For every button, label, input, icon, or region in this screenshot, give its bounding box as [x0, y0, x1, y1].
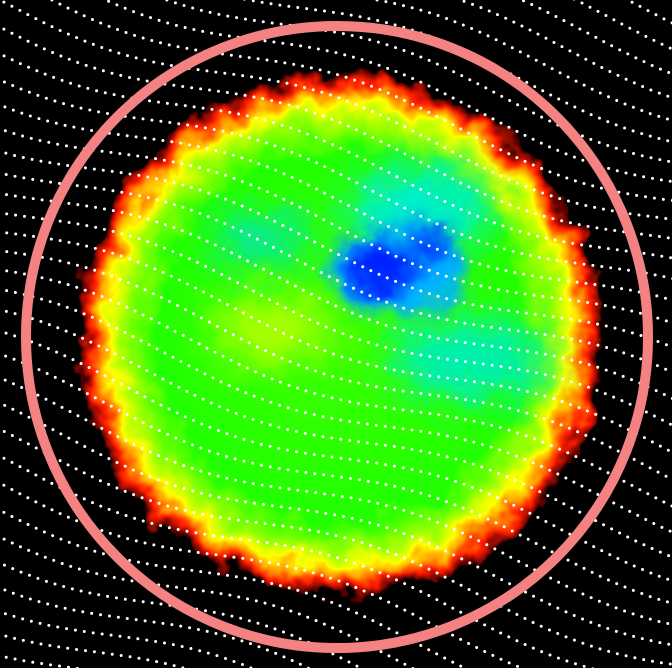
dot-line [0, 561, 364, 668]
dot-line [518, 0, 672, 76]
cyan-spot [390, 320, 550, 400]
ring [21, 21, 653, 653]
dot-line [0, 0, 672, 221]
dot-line [0, 508, 469, 668]
dot-line [0, 171, 672, 374]
cyan-spot [210, 215, 310, 265]
dot-line [0, 249, 672, 482]
dot-line [0, 427, 672, 666]
dot-line [0, 230, 672, 454]
dot-line [0, 308, 672, 559]
dot-line [0, 535, 416, 668]
dot-line [0, 52, 672, 260]
dot-line [0, 25, 672, 240]
dot-line [0, 191, 672, 400]
dot-line [0, 481, 526, 668]
dot-line [0, 150, 672, 349]
dot-line [0, 586, 312, 668]
dot-line [0, 127, 672, 325]
dot-line [0, 78, 672, 281]
dot-line [0, 287, 672, 534]
dot-line [0, 401, 672, 647]
heat-spots [210, 165, 550, 400]
dot-line [0, 454, 596, 668]
dot-line [0, 268, 672, 508]
yellow-green-spot [210, 295, 330, 365]
heat-blob [78, 73, 602, 597]
dot-line [0, 329, 672, 583]
dot-line [0, 211, 672, 427]
dot-line [48, 0, 672, 202]
